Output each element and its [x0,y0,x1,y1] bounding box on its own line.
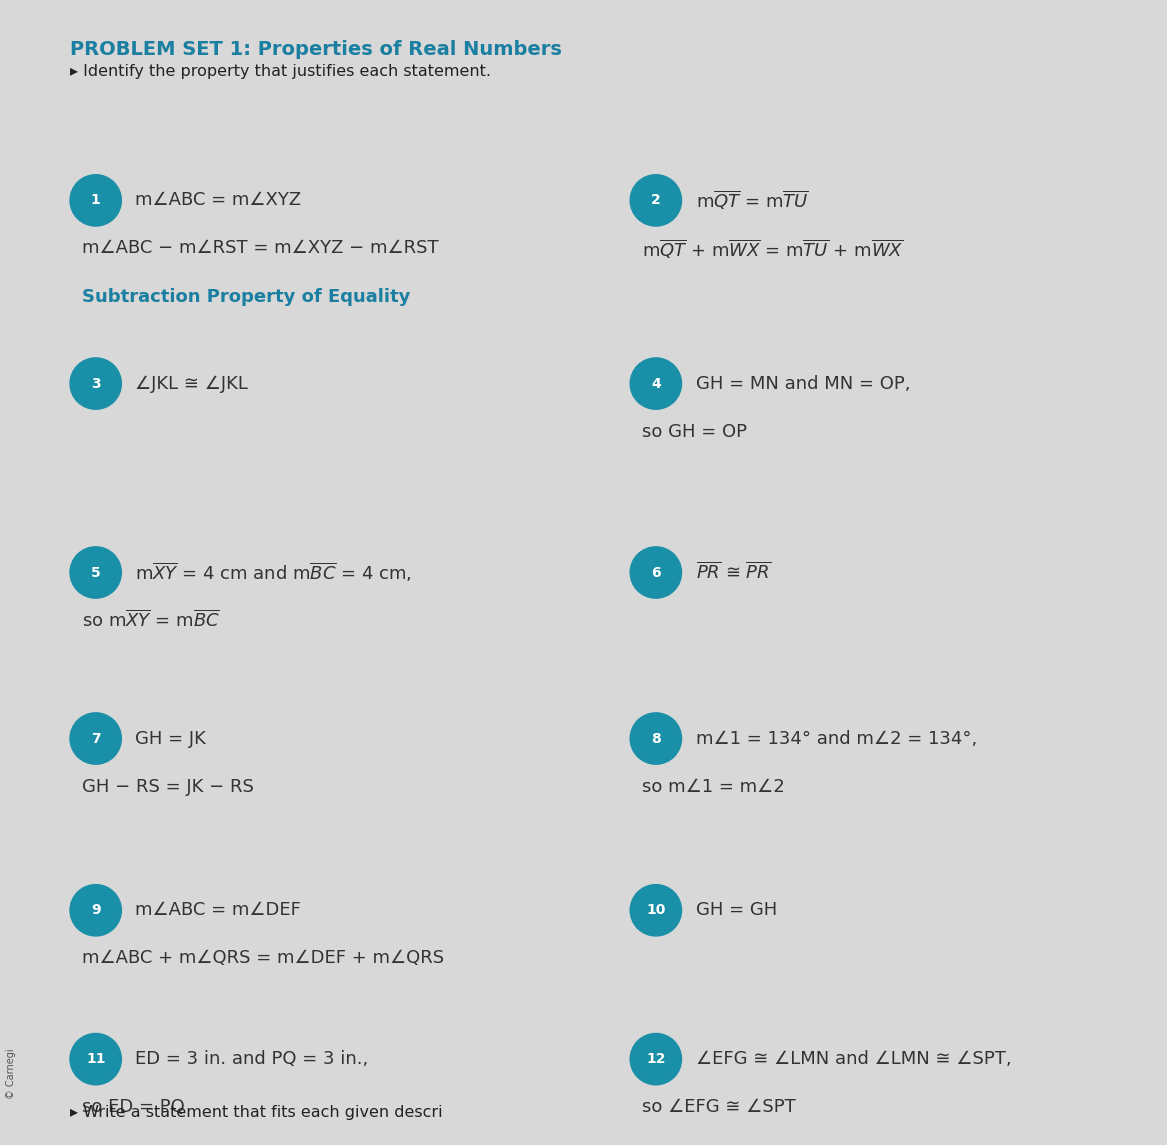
Ellipse shape [630,713,682,764]
Text: PROBLEM SET 1: Properties of Real Numbers: PROBLEM SET 1: Properties of Real Number… [70,40,561,60]
Text: 6: 6 [651,566,661,579]
Text: so m$\overline{XY}$ = m$\overline{BC}$: so m$\overline{XY}$ = m$\overline{BC}$ [82,610,219,631]
Text: m$\overline{QT}$ = m$\overline{TU}$: m$\overline{QT}$ = m$\overline{TU}$ [696,189,809,212]
Text: 1: 1 [91,194,100,207]
Text: 7: 7 [91,732,100,745]
Ellipse shape [70,358,121,409]
Text: ▸ Write a statement that fits each given descri: ▸ Write a statement that fits each given… [70,1105,442,1120]
Text: GH = MN and MN = OP,: GH = MN and MN = OP, [696,374,910,393]
Text: m∠1 = 134° and m∠2 = 134°,: m∠1 = 134° and m∠2 = 134°, [696,729,977,748]
Text: ED = 3 in. and PQ = 3 in.,: ED = 3 in. and PQ = 3 in., [135,1050,369,1068]
Text: Subtraction Property of Equality: Subtraction Property of Equality [82,287,410,306]
Ellipse shape [70,547,121,598]
Text: 8: 8 [651,732,661,745]
Text: ∠JKL ≅ ∠JKL: ∠JKL ≅ ∠JKL [135,374,249,393]
Ellipse shape [70,713,121,764]
Text: m∠ABC = m∠XYZ: m∠ABC = m∠XYZ [135,191,301,210]
Ellipse shape [630,1034,682,1084]
Ellipse shape [70,175,121,226]
Text: ∠EFG ≅ ∠LMN and ∠LMN ≅ ∠SPT,: ∠EFG ≅ ∠LMN and ∠LMN ≅ ∠SPT, [696,1050,1011,1068]
Text: m∠ABC = m∠DEF: m∠ABC = m∠DEF [135,901,301,919]
Text: m∠ABC + m∠QRS = m∠DEF + m∠QRS: m∠ABC + m∠QRS = m∠DEF + m∠QRS [82,949,443,968]
Ellipse shape [70,885,121,935]
Text: GH = GH: GH = GH [696,901,777,919]
Text: 10: 10 [647,903,665,917]
Text: 12: 12 [647,1052,665,1066]
Text: $\overline{PR}$ ≅ $\overline{PR}$: $\overline{PR}$ ≅ $\overline{PR}$ [696,562,770,583]
Text: 3: 3 [91,377,100,390]
Text: so ∠EFG ≅ ∠SPT: so ∠EFG ≅ ∠SPT [642,1098,796,1116]
Text: so m∠1 = m∠2: so m∠1 = m∠2 [642,777,784,796]
Text: so ED = PQ: so ED = PQ [82,1098,184,1116]
Text: ▸ Identify the property that justifies each statement.: ▸ Identify the property that justifies e… [70,64,491,79]
Ellipse shape [630,547,682,598]
Text: © Carnegi: © Carnegi [6,1049,16,1099]
Ellipse shape [630,175,682,226]
Text: 9: 9 [91,903,100,917]
Text: m$\overline{QT}$ + m$\overline{WX}$ = m$\overline{TU}$ + m$\overline{WX}$: m$\overline{QT}$ + m$\overline{WX}$ = m$… [642,237,903,260]
Text: m$\overline{XY}$ = 4 cm and m$\overline{BC}$ = 4 cm,: m$\overline{XY}$ = 4 cm and m$\overline{… [135,561,412,584]
Text: 4: 4 [651,377,661,390]
Text: 5: 5 [91,566,100,579]
Ellipse shape [630,358,682,409]
Ellipse shape [630,885,682,935]
Text: m∠ABC − m∠RST = m∠XYZ − m∠RST: m∠ABC − m∠RST = m∠XYZ − m∠RST [82,239,439,258]
Text: 11: 11 [86,1052,105,1066]
Ellipse shape [70,1034,121,1084]
Text: 2: 2 [651,194,661,207]
Text: GH − RS = JK − RS: GH − RS = JK − RS [82,777,253,796]
Text: GH = JK: GH = JK [135,729,207,748]
Text: so GH = OP: so GH = OP [642,423,747,441]
